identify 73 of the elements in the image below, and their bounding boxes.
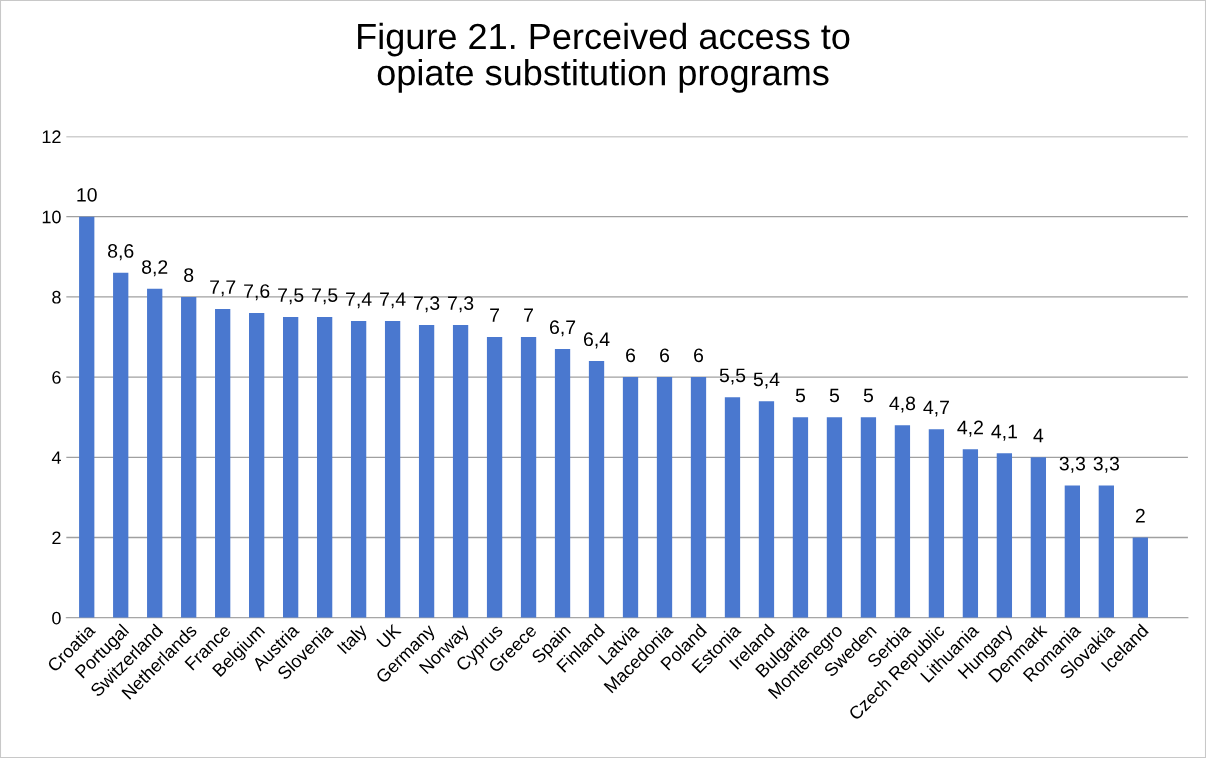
bar (860, 417, 877, 618)
bar (826, 417, 843, 618)
y-tick-label: 8 (52, 290, 61, 304)
bar (1098, 485, 1114, 618)
data-label: 8,2 (142, 260, 168, 277)
bar (418, 324, 435, 618)
data-label: 7,3 (448, 296, 474, 313)
y-tick-label: 2 (52, 531, 61, 545)
data-label: 5 (795, 388, 806, 403)
bar (384, 320, 401, 618)
data-label: 7,3 (414, 296, 440, 313)
data-label: 7,5 (312, 288, 338, 305)
y-tick-label: 4 (51, 451, 61, 464)
bar (962, 449, 979, 618)
data-label: 6,7 (550, 320, 576, 337)
chart-title: Figure 21. Perceived access to opiate substitution programs (358, 22, 850, 93)
data-label: 2 (1135, 508, 1145, 523)
bar (622, 377, 639, 618)
bar (520, 336, 537, 618)
bar (283, 316, 299, 618)
data-label: 6 (626, 348, 636, 363)
data-label: 7,5 (278, 288, 304, 305)
bar (316, 316, 333, 618)
data-label: 4 (1033, 428, 1044, 443)
bar (928, 429, 945, 618)
y-tick-label: 6 (52, 371, 61, 384)
data-label: 7,7 (210, 280, 236, 297)
bar (181, 296, 197, 618)
data-label: 7 (490, 308, 499, 322)
data-label: 4,2 (957, 420, 983, 437)
bar (894, 425, 911, 618)
data-label: 5,5 (719, 368, 746, 385)
data-label: 5,4 (753, 372, 780, 389)
data-label: 5 (863, 388, 874, 403)
data-label: 7,4 (380, 292, 406, 309)
data-label: 7 (524, 308, 533, 322)
data-label: 10 (77, 187, 97, 202)
bar (249, 312, 265, 618)
data-label: 6,4 (584, 332, 610, 349)
data-label: 8,6 (108, 244, 134, 261)
bar (588, 361, 605, 618)
data-label: 4,1 (991, 424, 1017, 441)
bar (792, 417, 809, 618)
data-label: 3,3 (1093, 456, 1119, 473)
bar (486, 336, 503, 618)
bar (656, 377, 673, 618)
data-label: 4,7 (923, 400, 949, 417)
data-label: 6 (694, 348, 704, 363)
bar (1064, 485, 1080, 618)
data-label: 6 (660, 348, 670, 363)
bar (690, 377, 707, 618)
bar (350, 320, 367, 618)
data-label: 4,8 (889, 396, 916, 413)
data-label: 5 (829, 388, 840, 403)
bar (215, 308, 231, 618)
data-label: 3,3 (1059, 456, 1086, 473)
x-tick-label: Italy (336, 622, 371, 657)
bar (996, 453, 1013, 618)
bar (758, 401, 775, 618)
data-label: 7,4 (346, 292, 372, 309)
y-tick-label: 12 (42, 130, 61, 143)
bar (113, 272, 129, 618)
y-tick-label: 0 (52, 611, 61, 625)
data-label: 8 (184, 268, 194, 282)
bar (79, 216, 95, 618)
y-tick-label: 10 (42, 210, 61, 224)
data-label: 7,6 (244, 284, 270, 301)
bar (724, 397, 741, 618)
bar (1030, 457, 1047, 618)
bar (147, 288, 163, 618)
bar (554, 349, 571, 618)
bar (1132, 537, 1148, 618)
bar (452, 324, 469, 618)
